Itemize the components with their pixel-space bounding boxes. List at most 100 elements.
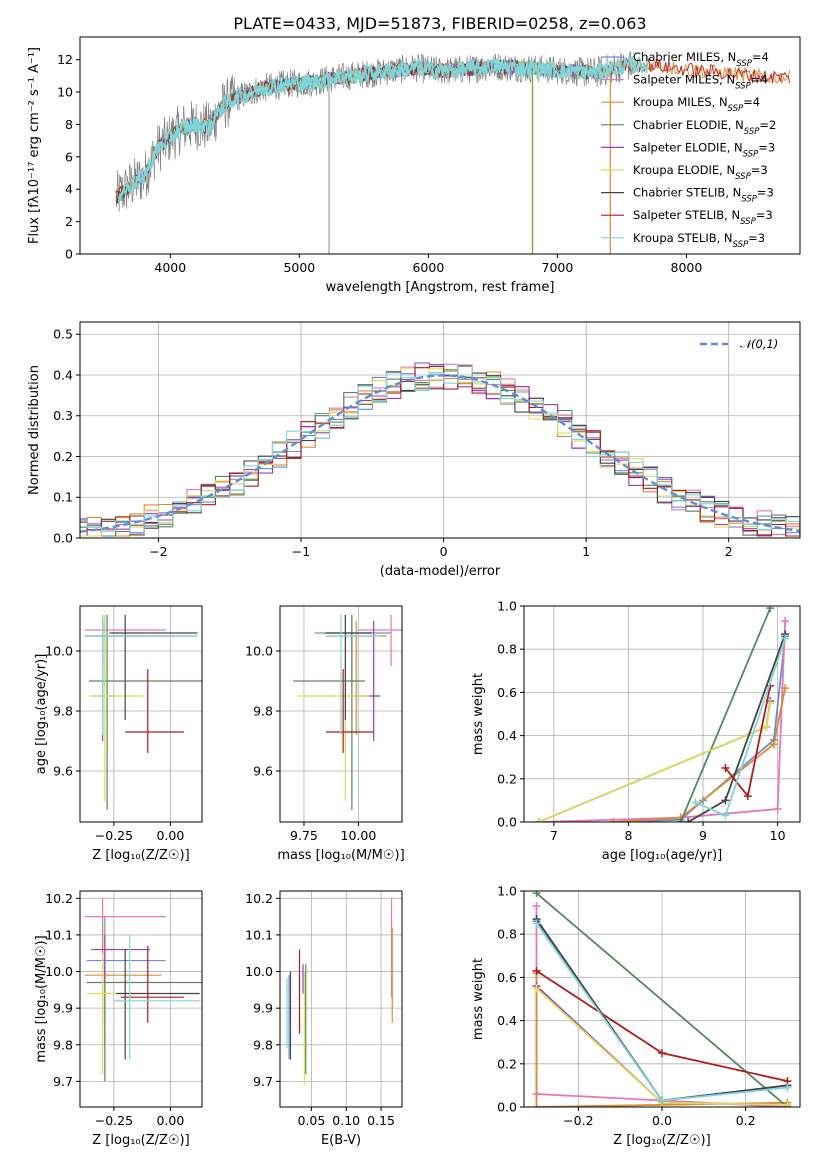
weight-marker <box>773 805 782 814</box>
legend-entry: Chabrier ELODIE, NSSP=2 <box>633 118 776 137</box>
y-tick-label: 9.9 <box>253 1001 273 1016</box>
subscript: SSP <box>735 82 751 92</box>
weight-marker <box>762 722 771 731</box>
nssp-value: =3 <box>758 140 775 154</box>
axes-frame <box>79 605 203 823</box>
axes-frame <box>523 605 801 823</box>
weight-marker <box>609 818 618 822</box>
axes-frame <box>279 890 403 1108</box>
y-tick-label: 9.8 <box>253 704 273 719</box>
plot-area <box>84 615 202 810</box>
y-tick-label: 0.8 <box>497 642 517 657</box>
weight-marker <box>743 792 752 801</box>
nssp-value: =3 <box>748 231 765 245</box>
x-tick-label: 8 <box>624 828 632 843</box>
y-tick-label: 0.0 <box>497 815 517 830</box>
panel-weight_vs_Z: −0.2 0.0 0.2 0.0 0.2 0.4 0.6 0.8 1.0 Z [log₁₀(Z/Z… <box>471 884 801 1148</box>
y-tick-label: 10 <box>57 85 73 100</box>
y-axis-label: mass weight <box>471 958 486 1040</box>
legend-entry: Salpeter ELODIE, NSSP=3 <box>633 140 775 159</box>
x-axis-label: wavelength [Angstrom, rest frame] <box>326 280 555 295</box>
y-tick-label: 9.7 <box>53 1074 73 1089</box>
nssp-value: =4 <box>743 95 760 109</box>
y-tick-label: 9.8 <box>53 704 73 719</box>
weight-marker <box>769 740 778 749</box>
panel-residuals: −2 −1 0 1 2 0.0 0.1 0.2 0.3 0.4 0.5 (data-model)/er… <box>27 321 801 579</box>
subscript: SSP <box>728 104 744 114</box>
y-tick-label: 0.0 <box>497 1100 517 1115</box>
x-axis-label: Z [log₁₀(Z/Z☉)] <box>92 1133 189 1148</box>
legend-entry: 𝒩(0,1) <box>740 337 778 351</box>
panel-weight_vs_age: 7 8 9 10 0.0 0.2 0.4 0.6 0.8 1.0 age [log₁₀(age/yr… <box>471 599 801 863</box>
panel-age_vs_Z: −0.25 0.00 9.6 9.8 10.0 Z [log₁₀(Z/Z☉)] age [l… <box>34 605 203 863</box>
subscript: SSP <box>741 195 757 205</box>
nssp-value: =3 <box>751 163 768 177</box>
y-tick-label: 6 <box>65 149 73 164</box>
x-tick-label: −0.2 <box>563 1113 593 1128</box>
y-tick-label: 10.0 <box>45 964 73 979</box>
y-tick-label: 0 <box>65 247 73 262</box>
x-tick-label: 0.2 <box>736 1113 756 1128</box>
x-tick-label: 7 <box>550 828 558 843</box>
y-tick-label: 12 <box>57 52 73 67</box>
x-tick-label: 4000 <box>154 260 186 275</box>
y-tick-label: 9.9 <box>53 1001 73 1016</box>
x-tick-label: 8000 <box>671 260 703 275</box>
y-tick-label: 0.4 <box>497 728 517 743</box>
weight-marker <box>534 818 543 822</box>
subscript: SSP <box>744 127 760 137</box>
y-tick-label: 0.4 <box>497 1013 517 1028</box>
y-tick-label: 9.6 <box>253 764 273 779</box>
x-tick-label: 0.15 <box>367 1113 395 1128</box>
subscript: SSP <box>733 240 749 250</box>
weight-marker <box>532 984 541 993</box>
weight-marker <box>532 902 541 911</box>
x-axis-label: mass [log₁₀(M/M☉)] <box>277 848 404 863</box>
chart-title: PLATE=0433, MJD=51873, FIBERID=0258, z=0… <box>233 14 646 33</box>
weight-marker <box>721 796 730 805</box>
y-tick-label: 10.1 <box>245 927 273 942</box>
x-tick-label: 10.00 <box>341 828 377 843</box>
x-tick-label: −2 <box>149 544 167 559</box>
x-axis-label: Z [log₁₀(Z/Z☉)] <box>613 1133 710 1148</box>
nssp-value: =4 <box>752 50 769 64</box>
nssp-value: =4 <box>751 73 768 87</box>
weight-marker <box>658 1096 666 1105</box>
x-tick-label: 0.0 <box>652 1113 672 1128</box>
axes-frame <box>279 605 403 823</box>
weight-marker <box>781 617 790 626</box>
weight-line <box>538 700 772 822</box>
y-tick-label: 10.0 <box>45 644 73 659</box>
y-tick-label: 10.2 <box>245 891 273 906</box>
weight-line <box>613 687 786 822</box>
y-tick-label: 0.2 <box>497 771 517 786</box>
x-tick-label: 0.05 <box>297 1113 325 1128</box>
axes-frame <box>79 36 801 255</box>
y-tick-label: 0.6 <box>497 685 517 700</box>
x-axis-label: age [log₁₀(age/yr)] <box>602 848 723 863</box>
x-axis-label: (data-model)/error <box>380 564 501 579</box>
x-tick-label: 6000 <box>412 260 444 275</box>
y-tick-label: 10.0 <box>245 644 273 659</box>
y-tick-label: 0.6 <box>497 970 517 985</box>
legend-entry: Kroupa STELIB, NSSP=3 <box>633 231 765 250</box>
weight-marker <box>676 818 685 822</box>
panel-spectrum: 4000 5000 6000 7000 8000 0 2 4 6 8 10 12 wavelength … <box>27 36 801 295</box>
y-tick-label: 9.7 <box>253 1074 273 1089</box>
y-axis-label: mass [log₁₀(M/M☉)] <box>34 935 49 1062</box>
subscript: SSP <box>735 172 751 182</box>
weight-marker <box>781 684 790 693</box>
y-tick-label: 9.6 <box>53 764 73 779</box>
x-tick-label: 5000 <box>283 260 315 275</box>
y-tick-label: 0.3 <box>53 408 73 423</box>
model-kroupa-stelib <box>117 56 649 204</box>
x-tick-label: 10 <box>770 828 786 843</box>
weight-marker <box>781 634 790 643</box>
weight-marker <box>532 966 541 975</box>
y-tick-label: 9.8 <box>53 1037 73 1052</box>
x-tick-label: 1 <box>582 544 590 559</box>
weight-marker <box>532 1103 541 1107</box>
x-tick-label: 7000 <box>542 260 574 275</box>
plot-area <box>534 606 790 822</box>
